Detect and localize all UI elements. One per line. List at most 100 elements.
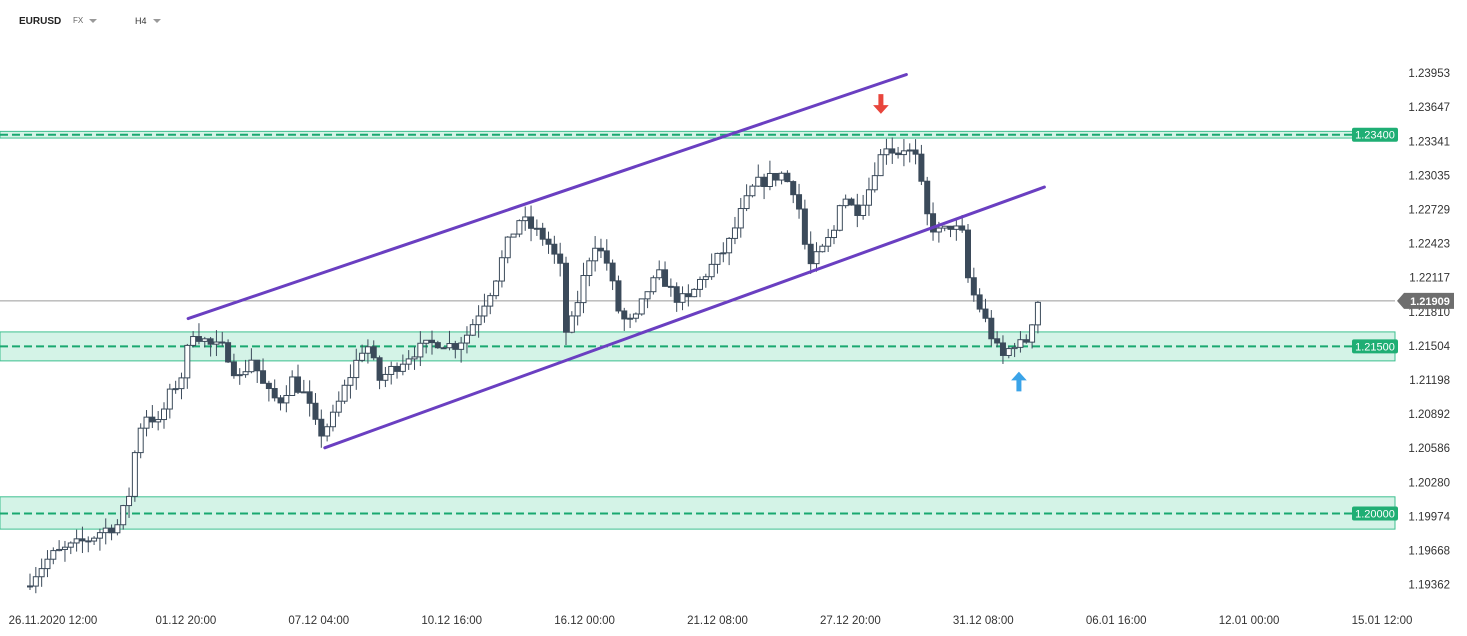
candle	[230, 353, 237, 379]
candle	[306, 380, 313, 417]
candle-body-up	[533, 227, 540, 230]
candle-body-up	[341, 384, 348, 402]
candle-body-up	[766, 172, 773, 188]
symbol-label: EURUSD	[19, 16, 62, 27]
candle	[201, 336, 208, 348]
candle-body-up	[38, 568, 45, 578]
candle-body-down	[195, 336, 202, 342]
candle-body-up	[120, 505, 127, 526]
candle-body-up	[458, 342, 465, 350]
candle	[836, 204, 843, 232]
candle-body-up	[813, 251, 820, 265]
candle-body-up	[166, 388, 173, 410]
market-selector[interactable]: FX	[73, 16, 98, 25]
candle-body-up	[1029, 324, 1036, 343]
candle	[947, 225, 954, 238]
candle-body-down	[959, 225, 966, 231]
candle	[498, 250, 505, 288]
candle-body-up	[248, 359, 255, 373]
candle	[714, 252, 721, 274]
candle-body-up	[201, 338, 208, 342]
candle	[213, 330, 220, 357]
timeframe-selector[interactable]: H4	[135, 16, 161, 26]
candle-body-down	[452, 343, 459, 350]
candle-body-down	[225, 342, 232, 363]
candle	[295, 364, 301, 395]
candle	[994, 331, 1001, 348]
candle-body-up	[650, 277, 657, 293]
candle-body-down	[312, 402, 319, 420]
candle-body-up	[73, 538, 80, 544]
candle	[766, 160, 773, 191]
candle	[114, 519, 121, 536]
candle	[772, 172, 779, 187]
candle	[516, 219, 523, 238]
candle	[685, 284, 692, 307]
candle-body-up	[842, 198, 849, 207]
candle	[195, 323, 202, 345]
candle-body-down	[207, 338, 214, 345]
candle-body-up	[726, 237, 733, 254]
candle-body-down	[85, 540, 92, 543]
candle	[417, 331, 424, 367]
candle-body-up	[749, 185, 756, 197]
candle-body-up	[819, 245, 826, 253]
candle-body-down	[930, 213, 937, 233]
candle-body-down	[265, 382, 272, 390]
y-tick-label: 1.19974	[1408, 511, 1450, 523]
y-tick-label: 1.22423	[1408, 239, 1450, 251]
candle	[592, 236, 599, 272]
candle-body-up	[329, 411, 336, 428]
candle-body-up	[691, 288, 698, 298]
candle-body-down	[685, 293, 692, 298]
candle	[131, 450, 138, 502]
candle	[225, 339, 232, 363]
y-tick-label: 1.20280	[1408, 477, 1450, 489]
y-tick-label: 1.23341	[1408, 136, 1450, 148]
candle-body-up	[143, 416, 150, 429]
candle-body-down	[551, 243, 558, 255]
candle	[644, 291, 651, 309]
candle-body-up	[720, 252, 727, 255]
candle	[930, 202, 937, 241]
candle	[673, 282, 680, 312]
candle-body-up	[574, 302, 581, 317]
candle	[161, 402, 167, 429]
candle-body-down	[528, 216, 535, 229]
candle	[67, 541, 74, 555]
candle-body-up	[172, 388, 179, 391]
candle-body-down	[970, 277, 977, 296]
candle	[126, 487, 133, 518]
candle-body-up	[860, 204, 867, 216]
y-tick-label: 1.20892	[1408, 409, 1450, 421]
candle-body-down	[912, 149, 919, 155]
candle	[91, 536, 98, 546]
candle-body-up	[906, 149, 913, 152]
candle	[265, 380, 272, 402]
candle-body-up	[1017, 339, 1024, 348]
candle	[510, 233, 517, 238]
candle	[586, 257, 593, 287]
y-tick-label: 1.19668	[1408, 546, 1450, 558]
symbol-selector[interactable]: EURUSD	[19, 16, 61, 27]
candle	[848, 197, 855, 206]
candle	[242, 359, 249, 378]
candle	[137, 423, 144, 459]
candle-body-up	[825, 237, 832, 247]
candle	[73, 529, 80, 552]
candle-body-up	[481, 305, 488, 317]
candle	[184, 343, 191, 389]
x-tick-label: 01.12 20:00	[156, 615, 217, 627]
candle	[813, 242, 820, 272]
candle-body-up	[510, 233, 517, 238]
candle-body-down	[79, 538, 86, 542]
candle-body-up	[242, 371, 249, 376]
candle	[842, 194, 849, 209]
candle-body-up	[50, 550, 57, 560]
candle-body-up	[877, 154, 884, 177]
candle	[737, 197, 744, 238]
x-tick-label: 21.12 08:00	[687, 615, 748, 627]
candle-body-up	[126, 495, 133, 507]
candle-body-up	[353, 359, 360, 379]
